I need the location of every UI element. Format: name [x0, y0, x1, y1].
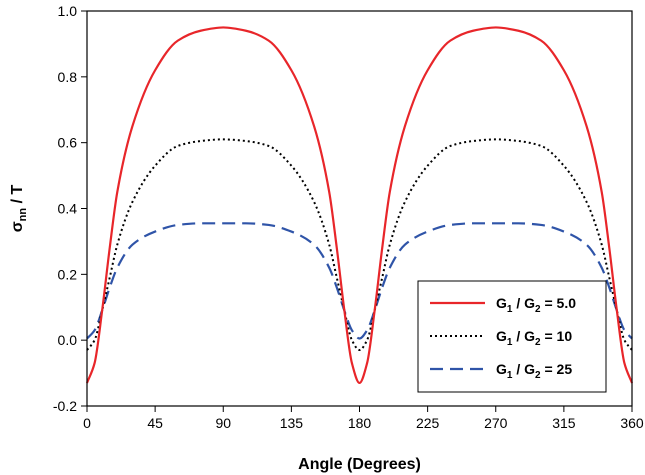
y-tick-label: 0.2 — [58, 266, 78, 282]
series-line-2 — [86, 138, 633, 352]
y-tick-label: 0.6 — [58, 135, 78, 151]
x-tick-label: 315 — [552, 415, 576, 431]
legend-label-part: / — [512, 295, 524, 311]
series-line-3 — [86, 222, 633, 340]
legend-box — [417, 280, 607, 393]
series-line-1 — [85, 26, 634, 385]
legend-label-part: G — [496, 361, 507, 377]
legend-label-part: 2 — [535, 370, 541, 381]
legend-label-part: 2 — [535, 304, 541, 315]
y-axis-title-main: σ — [9, 221, 26, 232]
y-tick-label: 0.8 — [58, 69, 78, 85]
legend-label-part: 1 — [507, 370, 513, 381]
series-layer — [85, 26, 634, 385]
legend-label-1: G1 / G2 = 5.0 — [496, 295, 576, 315]
y-axis-title: σnn / T — [9, 185, 29, 233]
legend-label-part: 1 — [507, 304, 513, 315]
x-tick-label: 0 — [83, 415, 91, 431]
x-tick-label: 360 — [620, 415, 644, 431]
legend-label-3: G1 / G2 = 25 — [496, 361, 572, 381]
x-axis-title: Angle (Degrees) — [298, 456, 421, 473]
legend-label-part: G — [496, 295, 507, 311]
x-tick-label: 135 — [280, 415, 304, 431]
legend-label-part: / — [512, 361, 524, 377]
x-tick-label: 225 — [416, 415, 440, 431]
y-tick-label: 0.4 — [58, 201, 78, 217]
legend-label-part: G — [524, 361, 535, 377]
legend-label-2: G1 / G2 = 10 — [496, 328, 572, 348]
legend-label-part: G — [524, 328, 535, 344]
y-axis-title-rest: / T — [9, 185, 26, 208]
x-tick-label: 45 — [147, 415, 163, 431]
y-tick-label: 1.0 — [58, 3, 78, 19]
legend-label-part: G — [496, 328, 507, 344]
x-tick-label: 270 — [484, 415, 508, 431]
ticks-layer: 0 45 90 135 180 225 270 315 360 -0.2 0.0 0.2 0.4 0.6 0… — [53, 3, 644, 431]
x-tick-label: 90 — [215, 415, 231, 431]
legend-label-part: 2 — [535, 337, 541, 348]
legend-label-part: 1 — [507, 337, 513, 348]
y-tick-label: 0.0 — [58, 332, 78, 348]
legend-label-part: = 25 — [541, 361, 573, 377]
y-tick-label: -0.2 — [53, 398, 77, 414]
x-tick-label: 180 — [348, 415, 372, 431]
legend-label-part: = 5.0 — [541, 295, 577, 311]
legend-label-part: G — [524, 295, 535, 311]
legend-label-part: = 10 — [541, 328, 573, 344]
y-axis-title-sub: nn — [17, 208, 29, 222]
legend-label-part: / — [512, 328, 524, 344]
